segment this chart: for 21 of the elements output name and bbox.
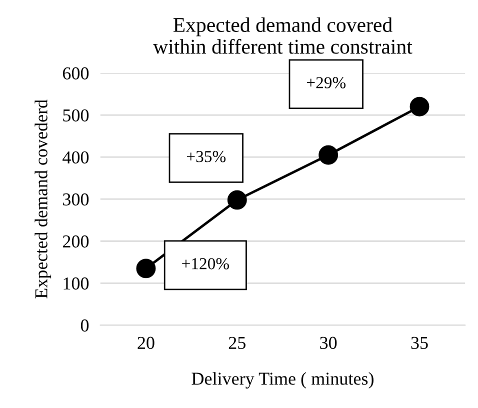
x-axis-title: Delivery Time ( minutes)	[192, 372, 374, 389]
y-tick-label: 100	[64, 277, 89, 290]
x-tick-label: 35	[411, 336, 428, 349]
y-tick-label: 0	[80, 319, 89, 332]
y-axis-title: Expected demand covederd	[34, 100, 52, 298]
chart-title: Expected demand covered within different time constraint	[153, 17, 412, 54]
point	[136, 258, 156, 278]
x-tick-label: 30	[320, 336, 337, 349]
y-tick-label: 200	[62, 235, 89, 248]
annotation: +120%	[182, 258, 229, 270]
annotation: +35%	[187, 150, 226, 162]
point	[227, 190, 247, 210]
point	[318, 145, 338, 165]
annotation: +29%	[306, 77, 346, 88]
y-tick-label: 300	[63, 193, 89, 206]
x-tick-label: 25	[228, 336, 246, 349]
x-tick-label: 20	[138, 336, 154, 349]
y-tick-label: 400	[62, 151, 89, 164]
point	[410, 96, 430, 116]
y-tick-label: 500	[63, 109, 89, 122]
y-tick-label: 600	[62, 67, 89, 80]
